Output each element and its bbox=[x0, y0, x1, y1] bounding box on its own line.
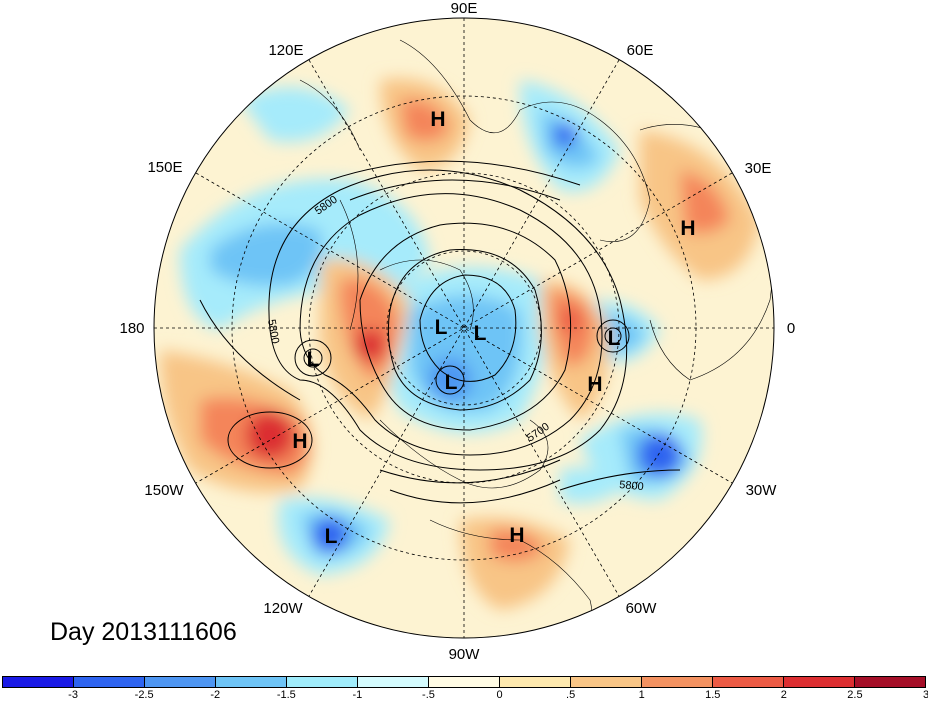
colorbar-tick-label: 1 bbox=[638, 689, 645, 701]
lon-label-30w: 30W bbox=[746, 482, 778, 499]
colorbar-tick-label: -1 bbox=[352, 689, 363, 701]
colorbar-segment bbox=[145, 677, 216, 687]
high-marker: H bbox=[587, 373, 602, 396]
lon-label-180: 180 bbox=[119, 320, 144, 337]
colorbar-tick-label: 1.5 bbox=[705, 689, 721, 701]
colorbar-tick-label: .5 bbox=[566, 689, 576, 701]
contour-label: 5800 bbox=[619, 479, 644, 493]
low-marker: L bbox=[307, 348, 320, 371]
colorbar-segment bbox=[429, 677, 500, 687]
lon-label-150e: 150E bbox=[147, 159, 182, 176]
lon-label-60w: 60W bbox=[626, 600, 658, 617]
colorbar-segment bbox=[713, 677, 784, 687]
low-marker: L bbox=[474, 322, 487, 345]
lon-label-90e: 90E bbox=[451, 0, 478, 17]
high-marker: H bbox=[292, 430, 307, 453]
lon-label-60e: 60E bbox=[627, 42, 654, 59]
low-marker: L bbox=[608, 327, 621, 350]
colorbar-segment bbox=[571, 677, 642, 687]
colorbar-tick-label: -.5 bbox=[422, 689, 435, 701]
lon-label-120e: 120E bbox=[268, 42, 303, 59]
contour-label: 5800 bbox=[265, 318, 281, 344]
colorbar-segment bbox=[855, 677, 925, 687]
lon-label-0: 0 bbox=[787, 320, 795, 337]
anomaly-field bbox=[154, 18, 774, 638]
colorbar-tick-label: 2 bbox=[780, 689, 787, 701]
lon-label-30e: 30E bbox=[745, 160, 772, 177]
polar-map: 90E 60E 30E 0 30W 60W 90W 120W 150W 180 … bbox=[119, 0, 795, 663]
colorbar bbox=[2, 676, 926, 688]
colorbar-segment bbox=[784, 677, 855, 687]
colorbar-tick-label: -3 bbox=[68, 689, 78, 701]
high-marker: H bbox=[430, 108, 445, 131]
low-marker: L bbox=[325, 525, 338, 548]
colorbar-segment bbox=[216, 677, 287, 687]
high-marker: H bbox=[509, 524, 524, 547]
colorbar-tick-label: -2 bbox=[210, 689, 221, 701]
map-boundary bbox=[153, 17, 775, 639]
height-contours bbox=[199, 160, 681, 504]
colorbar-segment bbox=[358, 677, 429, 687]
colorbar-segment bbox=[74, 677, 145, 687]
graticule bbox=[154, 18, 774, 638]
colorbar-segment bbox=[642, 677, 713, 687]
high-marker: H bbox=[680, 217, 695, 240]
colorbar-segment bbox=[3, 677, 74, 687]
colorbar-tick-label: 0 bbox=[496, 689, 503, 701]
colorbar-tick-label: -1.5 bbox=[276, 689, 296, 701]
low-marker: L bbox=[445, 371, 458, 394]
lon-label-120w: 120W bbox=[263, 600, 303, 617]
lon-label-150w: 150W bbox=[144, 482, 184, 499]
colorbar-segment bbox=[500, 677, 571, 687]
colorbar-tick-label: 2.5 bbox=[847, 689, 863, 701]
colorbar-tick-label: -2.5 bbox=[134, 689, 154, 701]
lon-label-90w: 90W bbox=[449, 646, 481, 663]
colorbar-segment bbox=[287, 677, 358, 687]
colorbar-tick-label: 3 bbox=[922, 689, 928, 701]
date-label: Day 2013111606 bbox=[50, 618, 237, 646]
low-marker: L bbox=[435, 316, 448, 339]
